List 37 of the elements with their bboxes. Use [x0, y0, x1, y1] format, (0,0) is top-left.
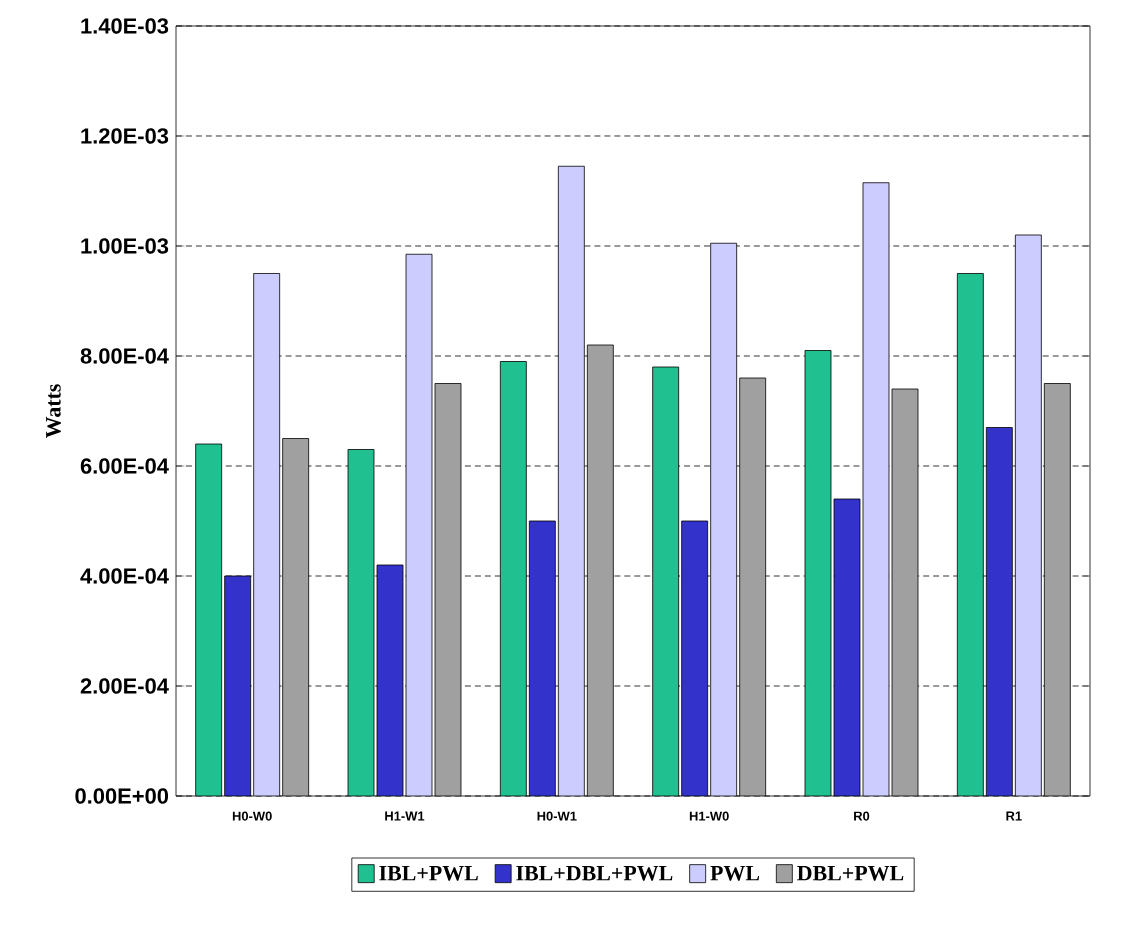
bar [434, 383, 462, 796]
bar [681, 520, 709, 796]
bar [195, 443, 223, 796]
bar [528, 520, 556, 796]
y-tick-label: 1.20E-03 [81, 128, 169, 144]
bar [253, 273, 281, 796]
bar [1014, 234, 1042, 796]
bar [956, 273, 984, 796]
bar [500, 361, 527, 796]
y-tick-label: 4.00E-04 [80, 568, 169, 584]
legend-label: DBL+PWL [797, 865, 904, 881]
y-tick-label: 1.40E-03 [81, 18, 169, 34]
legend-label: PWL [710, 865, 760, 881]
bar [282, 438, 310, 796]
legend-label: IBL+PWL [379, 865, 478, 881]
bar [586, 344, 614, 796]
bar [739, 377, 767, 796]
bar [804, 350, 832, 796]
bar [1043, 383, 1071, 796]
y-tick-label: 6.00E-04 [80, 458, 169, 474]
y-axis-title: Watts [46, 384, 61, 439]
bar [833, 498, 861, 796]
bar [224, 575, 252, 796]
y-tick-label: 1.00E-03 [81, 238, 169, 254]
bar [405, 253, 433, 796]
bar [891, 388, 919, 796]
bar [347, 449, 375, 796]
bar [862, 182, 890, 796]
y-tick-label: 8.00E-04 [80, 348, 169, 364]
legend-label: IBL+DBL+PWL [516, 865, 673, 881]
bar [557, 165, 585, 796]
y-tick-label: 2.00E-04 [80, 678, 169, 694]
bar [710, 242, 738, 796]
bar [376, 564, 404, 796]
bar [652, 366, 680, 796]
y-tick-label: 0.00E+00 [75, 788, 169, 804]
bar [985, 427, 1013, 796]
